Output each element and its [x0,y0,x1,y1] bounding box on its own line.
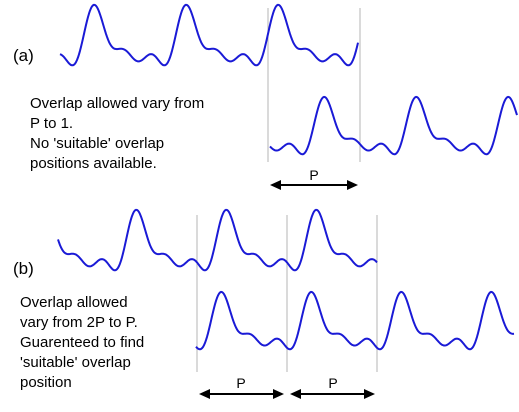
panel-note-b-line: position [20,374,72,391]
period-arrow-a: P [270,167,358,190]
panel-note-b-line: 'suitable' overlap [20,354,131,371]
period-label-b-2: P [328,375,337,391]
panel-note-a-line: positions available. [30,155,157,172]
panel-note-a: Overlap allowed vary from P to 1. No 'su… [30,94,204,174]
panel-label-b: (b) [13,259,34,278]
waveform-b-top [57,208,378,272]
panel-a: P [59,3,518,190]
panel-note-a-line: No 'suitable' overlap [30,135,165,152]
panel-label-a: (a) [13,46,34,65]
period-label-b-1: P [236,375,245,391]
panel-note-b-line: Overlap allowed [20,294,128,311]
period-arrow-b-1: P [199,375,284,399]
period-arrow-b-2: P [290,375,375,399]
waveform-a-bottom [269,95,518,156]
panel-note-a-line: P to 1. [30,115,74,132]
period-label-a: P [309,167,318,183]
panel-note-a-line: Overlap allowed vary from [30,95,205,112]
panel-note-b-line: vary from 2P to P. [20,314,138,331]
panel-note-b: Overlap allowed vary from 2P to P. Guare… [20,293,144,393]
panel-b: P P [57,208,515,399]
panel-note-b-line: Guarenteed to find [20,334,145,351]
waveform-a-top [59,3,359,67]
waveform-b-bottom [195,290,515,351]
